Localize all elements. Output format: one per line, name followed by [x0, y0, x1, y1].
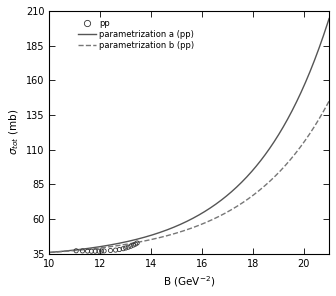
- Point: [92, 249, 98, 254]
- Point: [80, 249, 85, 253]
- Point: [96, 249, 102, 254]
- Point: [117, 247, 122, 252]
- Point: [123, 246, 128, 250]
- Point: [74, 248, 79, 253]
- Point: [131, 243, 136, 247]
- Legend: pp, parametrization a (pp), parametrization b (pp): pp, parametrization a (pp), parametrizat…: [76, 17, 196, 52]
- X-axis label: B (GeV$^{-2}$): B (GeV$^{-2}$): [163, 274, 215, 289]
- Point: [126, 245, 131, 250]
- Point: [113, 248, 118, 252]
- Point: [101, 249, 107, 253]
- Point: [133, 242, 138, 247]
- Point: [99, 249, 104, 253]
- Point: [128, 244, 133, 249]
- Point: [89, 249, 94, 254]
- Point: [134, 241, 140, 245]
- Point: [108, 248, 113, 253]
- Y-axis label: $\sigma_{tot}$ (mb): $\sigma_{tot}$ (mb): [7, 109, 20, 155]
- Point: [121, 246, 126, 251]
- Point: [85, 249, 90, 253]
